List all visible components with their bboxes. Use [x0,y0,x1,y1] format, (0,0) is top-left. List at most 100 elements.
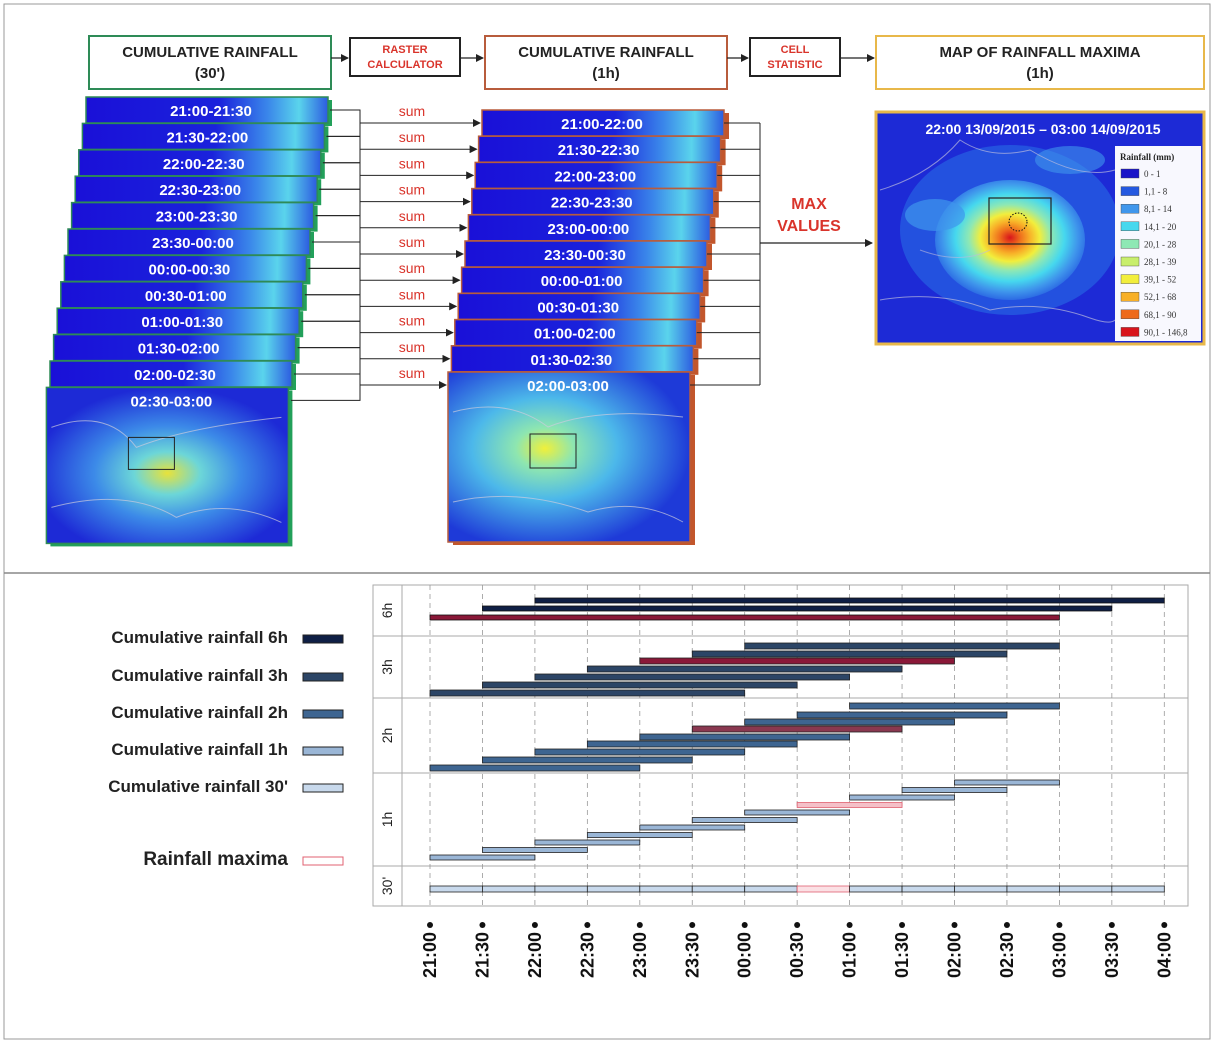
timeline-legend-item: Cumulative rainfall 3h [111,666,344,685]
halfhour-map-card: 00:30-01:00 [60,281,307,311]
timeline-row-label: 30' [379,877,395,895]
svg-text:(1h): (1h) [592,65,620,82]
rainfall-legend-item: 1,1 - 8 [1120,186,1168,197]
sum-connectors: sum sum sum sum sum sum sum sum sum sum sum [291,103,761,401]
halfhour-map-card: 22:00-22:30 [78,149,325,179]
sum-label: sum [399,155,425,171]
header-box-1h: CUMULATIVE RAINFALL (1h) [484,35,728,90]
hourly-map-label: 01:30-02:30 [531,352,613,369]
bar-1h-maxima [796,802,903,808]
svg-text:Rainfall maxima: Rainfall maxima [143,849,288,870]
sum-label: sum [399,313,425,329]
halfhour-map-label: 22:00-22:30 [163,156,245,173]
svg-text:MAP OF RAINFALL MAXIMA: MAP OF RAINFALL MAXIMA [939,44,1140,61]
svg-text:STATISTIC: STATISTIC [767,59,822,71]
bar-6h [482,605,1113,612]
tick-dot [636,922,643,928]
halfhour-map-stack: 21:00-21:30 21:30-22:00 22:00-22:30 22:30-2… [45,96,332,547]
raster-calculator-box: RASTER CALCULATOR [349,37,461,77]
hourly-map-card: 01:00-02:00 [454,318,702,349]
rainfall-legend-item: 0 - 1 [1120,168,1161,179]
bar-30min [1059,885,1113,893]
bar-3h [482,681,798,689]
hourly-map-label: 23:00-00:00 [548,221,630,238]
bar-2h [744,718,955,726]
svg-text:0 - 1: 0 - 1 [1144,169,1161,179]
hourly-map-label: 21:00-22:00 [561,116,643,133]
timeline-legend-item: Cumulative rainfall 6h [111,628,344,647]
bar-30min [691,885,746,893]
svg-text:(1h): (1h) [1026,65,1054,82]
bar-30min [1111,885,1165,893]
sum-bracket [319,162,361,190]
timeline-row-label: 6h [379,603,395,619]
bar-30min [586,885,641,893]
bar-2h [639,733,850,741]
timeline-legend-item: Cumulative rainfall 1h [111,740,344,759]
hourly-map-card: 02:00-03:00 [447,371,695,545]
svg-text:CUMULATIVE RAINFALL: CUMULATIVE RAINFALL [518,44,694,61]
tick-dot [1161,922,1168,928]
bar-30min [1006,885,1060,893]
bar-1h [849,794,955,801]
bar-2h [482,756,693,764]
sum-bracket [298,320,361,349]
rainfall-legend-item: 20,1 - 28 [1120,239,1177,249]
tick-label: 03:30 [1102,932,1122,978]
sum-bracket [305,267,361,296]
rainfall-legend-item: 39,1 - 52 [1120,274,1176,285]
rainfall-legend-item: 52,1 - 68 [1120,292,1177,302]
halfhour-map-label: 23:00-23:30 [156,209,238,226]
bar-3h-maxima [639,657,955,665]
tick-label: 00:30 [787,932,807,978]
rainfall-legend: Rainfall (mm) 0 - 1 1,1 - 8 8,1 - 14 14,1 - … [1120,152,1188,337]
svg-text:VALUES: VALUES [777,218,841,235]
tick-dot [794,922,801,928]
bar-2h [429,764,641,772]
sum-label: sum [399,234,425,250]
sum-label: sum [399,129,425,145]
hourly-map-label: 00:30-01:30 [537,299,619,316]
halfhour-map-card: 23:00-23:30 [70,201,318,232]
bar-1h [691,817,798,823]
svg-text:39,1 - 52: 39,1 - 52 [1144,275,1176,285]
timeline-row-label: 3h [379,659,395,675]
sum-bracket [323,135,361,164]
bar-1h [639,824,746,831]
hourly-map-stack: 21:00-22:00 21:30-22:30 22:00-23:00 22:30-2… [447,109,729,545]
bar-1h [534,839,641,846]
halfhour-map-label: 01:00-01:30 [141,314,223,331]
sum-bracket [316,188,361,217]
svg-text:CUMULATIVE RAINFALL: CUMULATIVE RAINFALL [122,44,298,61]
svg-text:MAX: MAX [791,196,827,213]
tick-label: 02:00 [945,932,965,978]
rainfall-legend-item: 28,1 - 39 [1120,256,1177,267]
timeline-row-label: 1h [379,812,395,828]
rainfall-legend-item: 90,1 - 146,8 [1120,327,1188,337]
tick-label: 23:30 [682,932,702,978]
bar-30min [639,885,693,893]
tick-dot [689,922,696,928]
hourly-map-label: 22:30-23:30 [551,195,633,212]
tick-label: 02:30 [997,932,1017,978]
halfhour-map-label: 00:30-01:00 [145,288,227,305]
sum-label: sum [399,339,425,355]
timeline-legend-item: Cumulative rainfall 30' [108,777,344,796]
bar-2h [586,740,798,748]
sum-label: sum [399,286,425,302]
bar-1h [954,779,1060,786]
rainfall-legend-item: 8,1 - 14 [1120,203,1172,214]
halfhour-map-label: 02:00-02:30 [134,367,216,384]
tick-dot [846,922,853,928]
hourly-map-label: 02:00-03:00 [527,378,609,395]
halfhour-map-label: 21:00-21:30 [170,103,252,120]
timeline-legend-item: Cumulative rainfall 2h [111,703,344,722]
svg-text:Cumulative rainfall 1h: Cumulative rainfall 1h [111,740,288,759]
hourly-map-card: 22:30-23:30 [471,187,719,218]
svg-text:CALCULATOR: CALCULATOR [367,59,442,71]
halfhour-map-card: 21:30-22:00 [81,122,329,153]
timeline-row-label: 2h [379,728,395,744]
bar-30min [744,885,798,893]
cell-statistic-box: CELL STATISTIC [749,37,841,77]
